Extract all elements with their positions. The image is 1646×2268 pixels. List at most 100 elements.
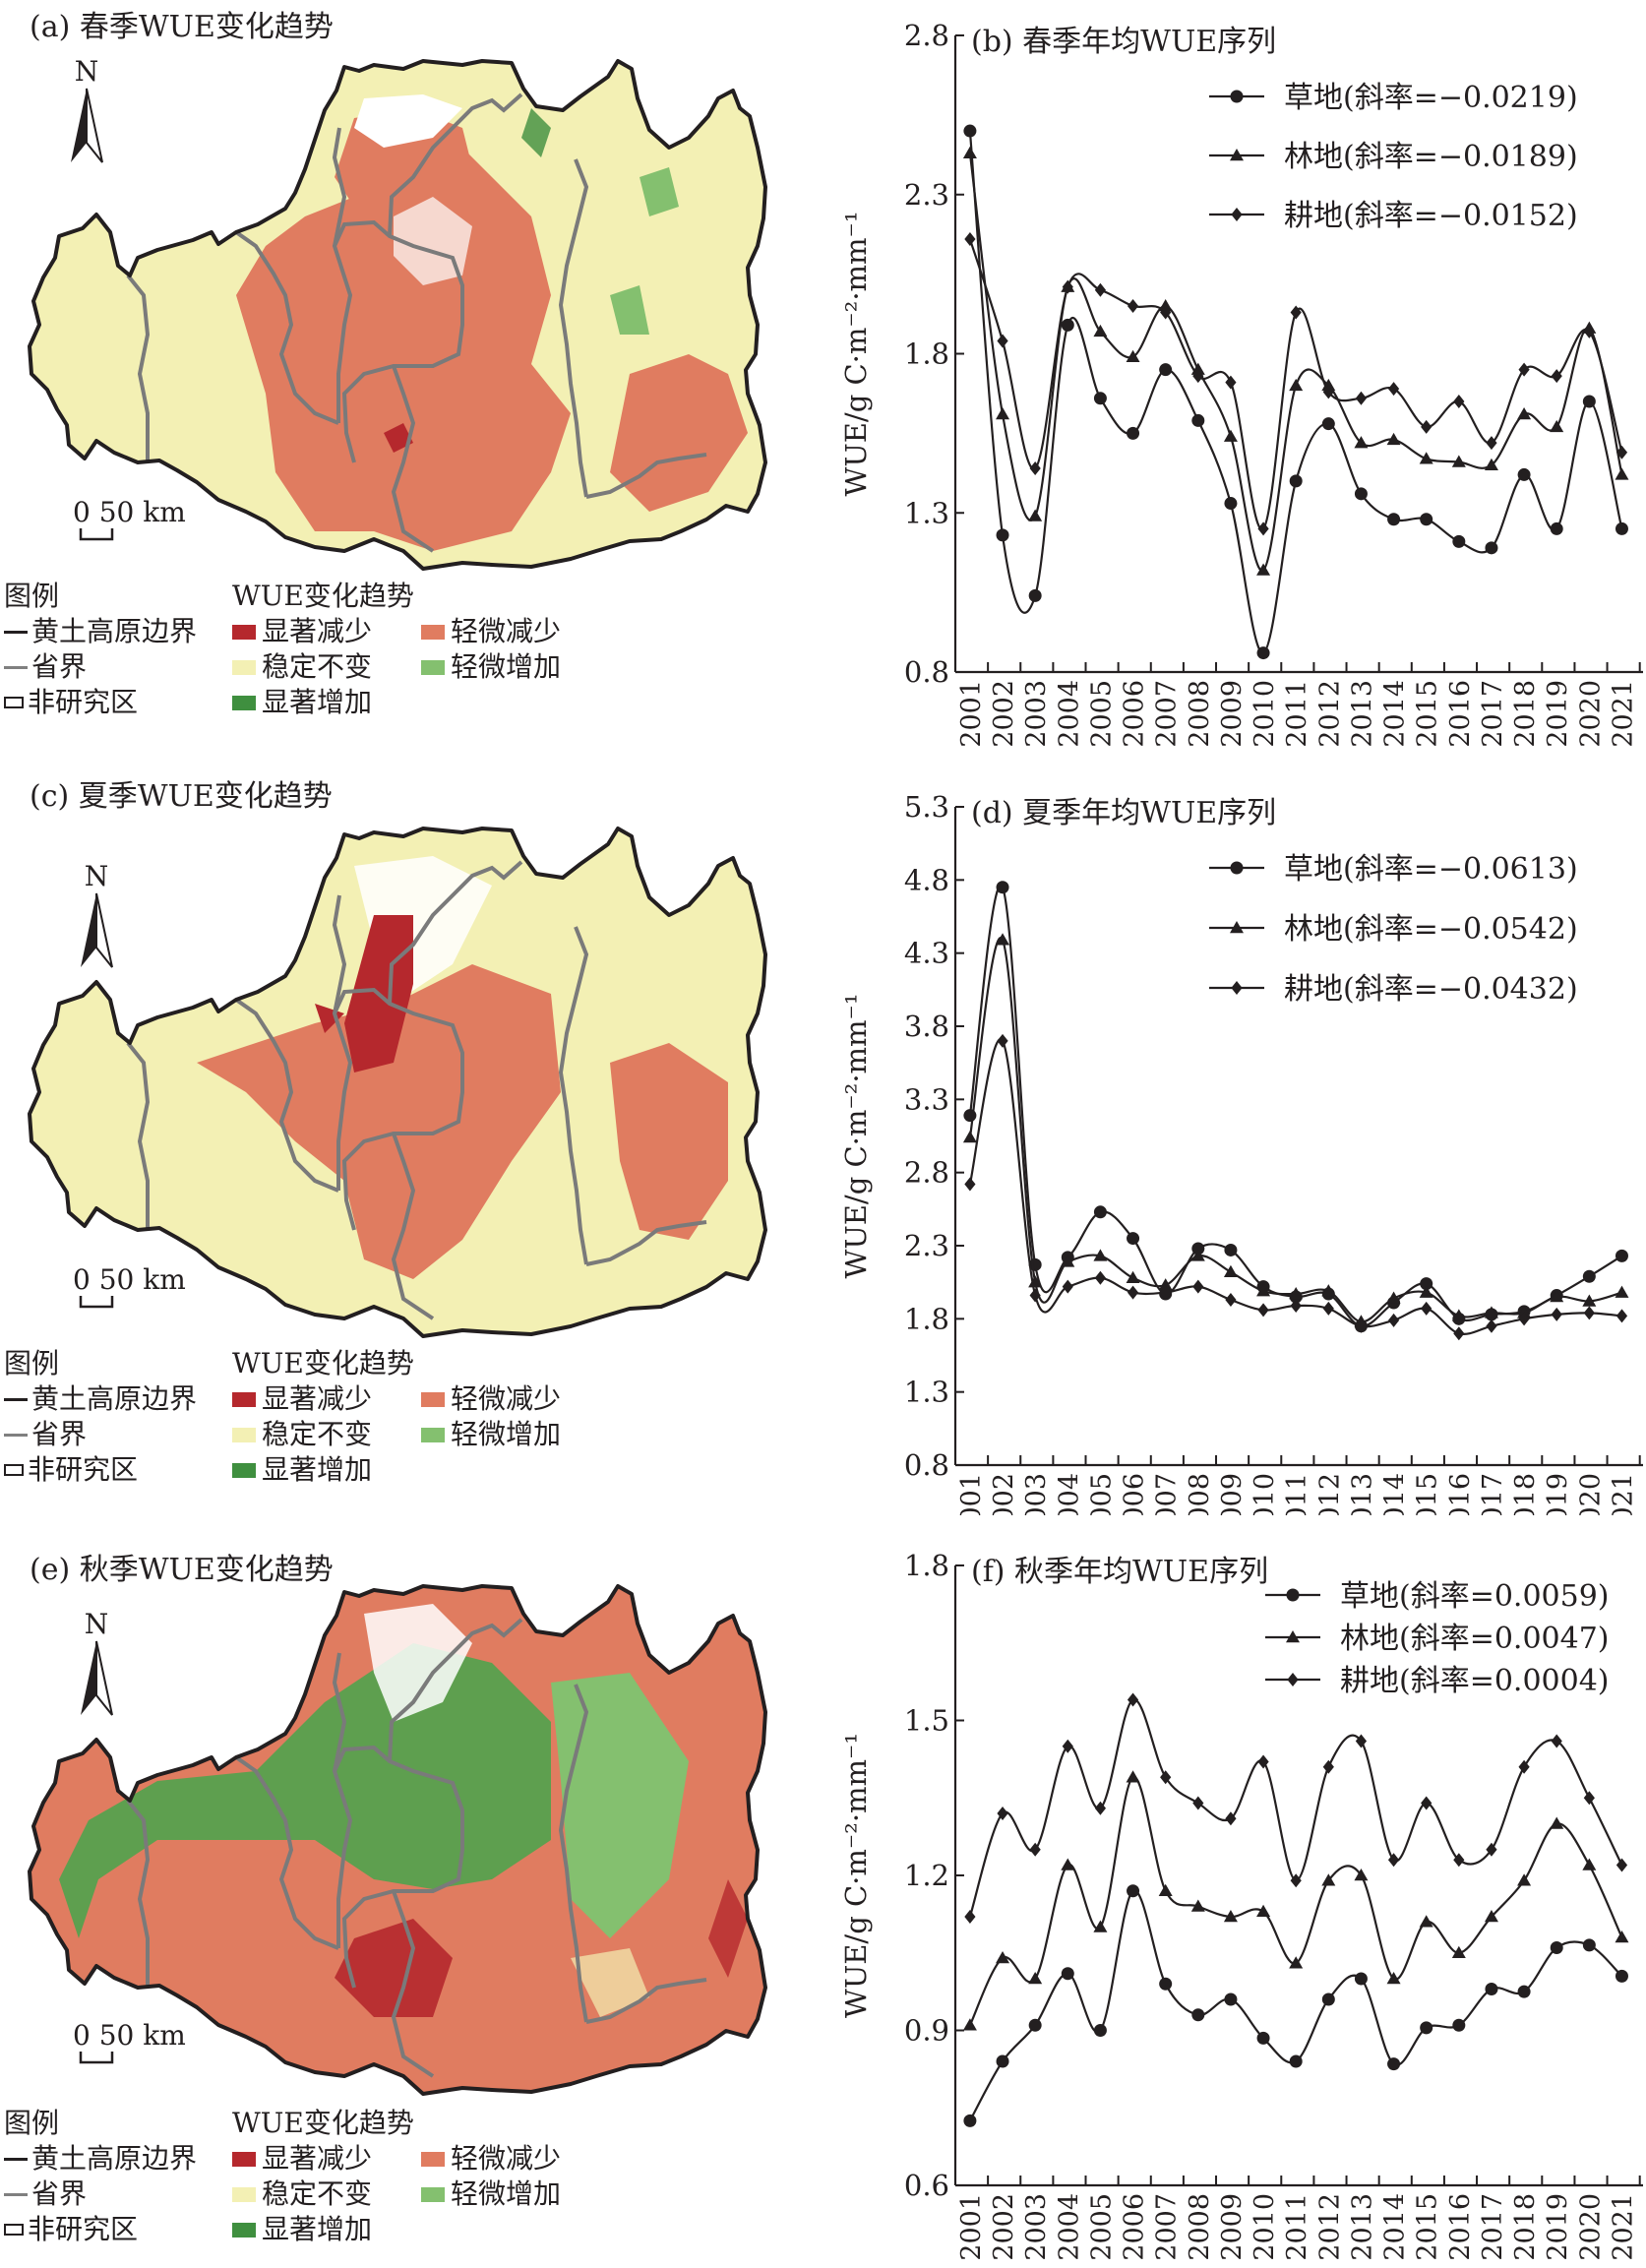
legend-item: 省界: [4, 649, 197, 685]
map-title: (e) 秋季WUE变化趋势: [30, 1553, 334, 1587]
data-point-circle: [1420, 1277, 1433, 1291]
legend-label: 非研究区: [28, 1453, 139, 1486]
data-point-diamond: [1231, 981, 1243, 995]
data-point-circle: [1550, 1941, 1563, 1954]
data-point-diamond: [1160, 1770, 1172, 1785]
x-tick-label: 2010: [1250, 680, 1280, 748]
data-point-circle: [1615, 1249, 1628, 1262]
province-boundary: [234, 1755, 339, 1950]
data-point-circle: [1093, 1205, 1107, 1219]
north-arrow-icon-right: [95, 892, 113, 968]
data-point-circle: [1230, 90, 1244, 103]
data-point-triangle: [1484, 458, 1498, 470]
legend-item: 省界: [4, 1417, 197, 1452]
data-point-diamond: [1029, 460, 1041, 475]
x-tick-label: 2018: [1510, 2193, 1541, 2261]
y-tick-label: 2.3: [904, 178, 949, 212]
y-tick-label: 2.8: [904, 19, 949, 52]
data-point-circle: [1061, 1967, 1074, 1981]
province-boundary: [332, 987, 464, 1231]
data-point-diamond: [1387, 1313, 1400, 1327]
data-point-triangle: [1256, 1904, 1271, 1917]
data-point-triangle: [1321, 378, 1336, 392]
north-arrow-icon-right: [95, 1640, 113, 1716]
data-point-diamond: [1029, 1842, 1041, 1857]
legend-label: 轻微减少: [451, 2142, 562, 2175]
x-tick-label: 2020: [1575, 1473, 1606, 1515]
legend-title: 图例: [4, 1347, 60, 1379]
data-point-diamond: [1355, 391, 1368, 405]
province-boundary: [391, 1890, 435, 2078]
color-swatch-icon: [232, 2151, 256, 2167]
data-point-diamond: [1453, 1853, 1465, 1868]
y-tick-label: 1.8: [904, 1549, 949, 1582]
data-point-triangle: [1256, 563, 1271, 576]
province-boundary: [388, 92, 523, 237]
north-arrow-icon: [71, 89, 87, 162]
province-boundary: [234, 230, 339, 425]
data-point-triangle: [1230, 921, 1244, 934]
legend-label: 省界: [31, 2177, 88, 2210]
data-point-diamond: [1486, 1842, 1497, 1857]
color-swatch-icon: [232, 2222, 256, 2237]
y-tick-label: 0.8: [904, 1448, 949, 1482]
data-point-triangle: [1386, 1291, 1401, 1304]
province-boundary: [391, 1133, 435, 1320]
data-point-diamond: [1225, 1293, 1237, 1308]
legend-item: 稳定不变: [232, 1417, 414, 1452]
map-panel-a: (a) 春季WUE变化趋势 N 0 50 km 图例 黄土高原边界 省界 非研究区 WU…: [0, 0, 823, 767]
data-point-diamond: [1231, 208, 1243, 221]
data-point-diamond: [1616, 1309, 1628, 1323]
y-tick-label: 3.8: [904, 1010, 949, 1043]
legend-label: 草地(斜率=−0.0613): [1284, 852, 1578, 887]
legend-label: 耕地(斜率=0.0004): [1340, 1664, 1610, 1698]
x-tick-label: 2016: [1445, 1473, 1476, 1515]
x-tick-label: 2014: [1380, 1473, 1411, 1515]
color-swatch-icon: [232, 1391, 256, 1407]
x-tick-label: 2004: [1054, 680, 1084, 748]
data-point-triangle: [1158, 1883, 1173, 1896]
legend-label: 省界: [31, 650, 88, 683]
legend-item: 显著减少: [232, 2141, 414, 2176]
x-tick-label: 2018: [1510, 680, 1541, 748]
legend-label: 显著减少: [262, 1382, 373, 1415]
legend-title: 图例: [4, 580, 60, 612]
scale-bar: 0 50 km: [73, 496, 186, 542]
data-point-circle: [1191, 413, 1205, 427]
data-point-diamond: [964, 1910, 976, 1924]
color-swatch-icon: [421, 2186, 445, 2202]
solid-line-icon: [4, 1397, 28, 1401]
data-point-triangle: [1615, 467, 1629, 480]
data-point-diamond: [1322, 1301, 1334, 1316]
province-boundary: [585, 1220, 707, 1266]
legend-trend-title: WUE变化趋势: [232, 2107, 414, 2139]
series-line: [968, 1889, 1623, 2121]
x-tick-label: 2011: [1282, 680, 1312, 748]
data-point-diamond: [1127, 1692, 1139, 1707]
x-tick-label: 2008: [1185, 1473, 1215, 1515]
legend-item: 非研究区: [4, 685, 197, 720]
data-point-triangle: [1451, 455, 1466, 467]
color-swatch-icon: [421, 659, 445, 675]
legend-item: 显著增加: [232, 685, 414, 720]
data-point-diamond: [1616, 1858, 1628, 1872]
data-point-circle: [1387, 513, 1401, 526]
data-point-triangle: [1223, 429, 1238, 442]
map-trend-patch: [551, 1673, 689, 1938]
data-point-triangle: [1190, 1249, 1205, 1261]
x-tick-label: 2009: [1217, 1473, 1248, 1515]
y-tick-label: 0.6: [904, 2169, 949, 2202]
legend-label: 耕地(斜率=−0.0152): [1284, 199, 1578, 233]
data-point-diamond: [1290, 305, 1302, 320]
data-point-triangle: [1484, 1306, 1498, 1318]
legend-item: 轻微增加: [421, 649, 561, 685]
series-circle: [963, 124, 1628, 660]
x-tick-label: 2002: [989, 2193, 1019, 2261]
data-point-triangle: [1126, 1770, 1140, 1783]
legend-label: 轻微增加: [451, 650, 562, 683]
map-trend-patch: [364, 1604, 472, 1722]
legend-label: 非研究区: [28, 2213, 139, 2245]
legend-label: 林地(斜率=0.0047): [1340, 1622, 1610, 1656]
x-tick-label: 2002: [989, 1473, 1019, 1515]
data-point-diamond: [1062, 1279, 1073, 1294]
